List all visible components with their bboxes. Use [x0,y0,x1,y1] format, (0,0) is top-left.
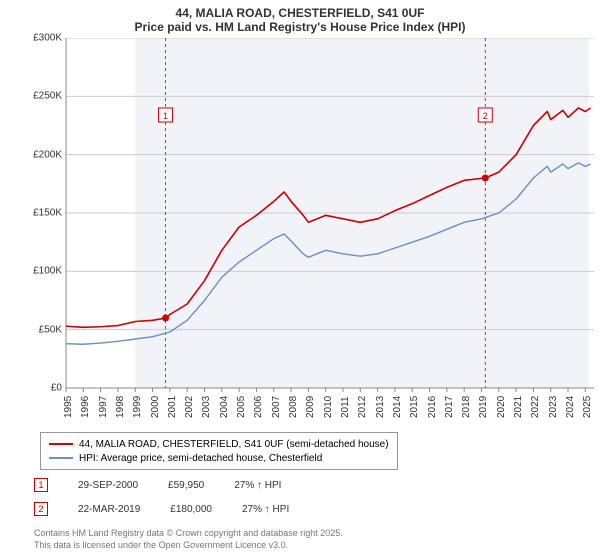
y-tick-label: £50K [39,324,62,335]
x-tick-label: 2013 [375,396,386,418]
x-tick-label: 2006 [253,396,264,418]
y-tick-label: £150K [33,208,62,219]
y-tick-label: £250K [33,91,62,102]
x-tick-label: 1999 [132,396,143,418]
legend-label-price: 44, MALIA ROAD, CHESTERFIELD, S41 0UF (s… [79,439,389,450]
x-tick-label: 2004 [219,396,230,418]
y-tick-label: £300K [33,33,62,44]
transaction-delta-1: 27% ↑ HPI [234,480,281,491]
x-tick-label: 2008 [288,396,299,418]
x-tick-label: 1995 [63,396,74,418]
x-tick-label: 2017 [444,396,455,418]
x-tick-label: 2012 [357,396,368,418]
x-tick-label: 2002 [184,396,195,418]
x-tick-label: 2025 [582,396,593,418]
x-tick-label: 2007 [271,396,282,418]
x-tick-label: 2011 [340,396,351,418]
transaction-price-2: £180,000 [170,504,212,515]
x-tick-label: 2024 [565,396,576,418]
title-line-1: 44, MALIA ROAD, CHESTERFIELD, S41 0UF [0,0,600,20]
x-tick-label: 2015 [409,396,420,418]
legend-swatch-price [49,443,73,445]
transaction-badge-1: 1 [34,478,48,492]
x-tick-label: 2021 [513,396,524,418]
transaction-badge-2: 2 [34,502,48,516]
transaction-date-2: 22-MAR-2019 [78,504,140,515]
legend-label-hpi: HPI: Average price, semi-detached house,… [79,453,322,464]
legend-swatch-hpi [49,457,73,459]
legend-item-hpi: HPI: Average price, semi-detached house,… [49,451,389,465]
x-tick-label: 2005 [236,396,247,418]
title-line-2: Price paid vs. HM Land Registry's House … [0,20,600,38]
x-tick-label: 2014 [392,396,403,418]
transaction-num-2: 2 [38,504,43,514]
x-tick-label: 2016 [427,396,438,418]
svg-text:1: 1 [163,111,168,121]
attribution-line-2: This data is licensed under the Open Gov… [34,540,288,550]
x-tick-label: 1996 [80,396,91,418]
x-tick-label: 2020 [496,396,507,418]
transaction-row-1: 1 29-SEP-2000 £59,950 27% ↑ HPI [34,478,281,492]
x-tick-label: 2000 [150,396,161,418]
x-tick-label: 2009 [305,396,316,418]
transaction-delta-2: 27% ↑ HPI [242,504,289,515]
transaction-num-1: 1 [38,480,43,490]
x-tick-label: 2001 [167,396,178,418]
transaction-row-2: 2 22-MAR-2019 £180,000 27% ↑ HPI [34,502,289,516]
x-tick-label: 2018 [461,396,472,418]
legend-item-price: 44, MALIA ROAD, CHESTERFIELD, S41 0UF (s… [49,437,389,451]
x-tick-label: 2022 [530,396,541,418]
x-tick-label: 2023 [548,396,559,418]
x-tick-label: 1998 [115,396,126,418]
x-tick-label: 2019 [478,396,489,418]
legend: 44, MALIA ROAD, CHESTERFIELD, S41 0UF (s… [40,432,398,470]
transaction-date-1: 29-SEP-2000 [78,480,138,491]
price-chart: 12 £0£50K£100K£150K£200K£250K£300K199519… [34,38,594,408]
attribution-line-1: Contains HM Land Registry data © Crown c… [34,528,343,538]
y-tick-label: £100K [33,266,62,277]
x-tick-label: 1997 [98,396,109,418]
x-tick-label: 2010 [323,396,334,418]
chart-svg: 12 [34,38,598,412]
x-tick-label: 2003 [201,396,212,418]
y-tick-label: £0 [51,383,62,394]
y-tick-label: £200K [33,149,62,160]
svg-text:2: 2 [483,111,488,121]
transaction-price-1: £59,950 [168,480,204,491]
